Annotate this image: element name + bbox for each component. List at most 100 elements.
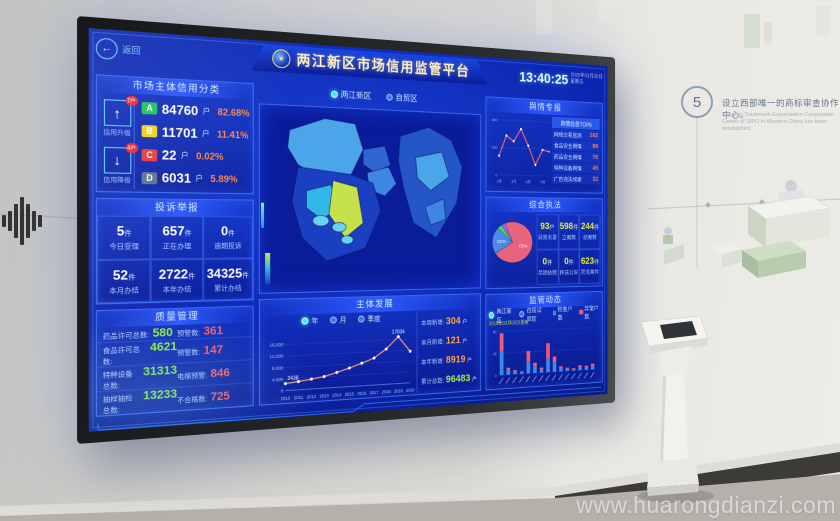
svg-text:8,000: 8,000 bbox=[272, 365, 284, 371]
stat-cell: 5件 今日受理 bbox=[97, 216, 151, 260]
wall-skyline-graphic bbox=[536, 0, 830, 48]
svg-text:0: 0 bbox=[495, 373, 497, 378]
svg-text:72%: 72% bbox=[518, 243, 527, 248]
stat-cell: 52件 本月办结 bbox=[97, 259, 151, 304]
enforcement-pie-chart: 72% 21% bbox=[488, 213, 537, 270]
back-button[interactable]: ← 返回 bbox=[96, 37, 141, 61]
svg-text:2020: 2020 bbox=[406, 388, 415, 393]
stat-cell: 598件 立案数 bbox=[558, 214, 579, 249]
grade-unit: 户 bbox=[195, 174, 203, 185]
list-item[interactable]: 特种设备舆情 45 bbox=[552, 162, 599, 173]
credit-grade-row: A 84760 户 82.68% bbox=[142, 100, 250, 120]
svg-text:2438: 2438 bbox=[287, 376, 298, 383]
step-title-en: The only Trademark Examination Cooperati… bbox=[722, 112, 840, 133]
tab-label: 两江新区 bbox=[341, 89, 372, 102]
complaints-panel: 投诉举报 5件 今日受理 657件 正在办理 0件 逾期投诉 52件 本月办结 2722… bbox=[96, 198, 254, 305]
svg-text:25: 25 bbox=[493, 351, 497, 356]
map-region[interactable] bbox=[332, 222, 346, 232]
svg-text:0: 0 bbox=[281, 388, 284, 393]
map-color-legend bbox=[265, 253, 270, 284]
radio-dot-icon bbox=[330, 316, 337, 323]
gov-emblem-icon: ★ bbox=[272, 49, 290, 69]
stat-cell: 34325件 累计办结 bbox=[203, 258, 253, 301]
mode-tab-month[interactable]: 月 bbox=[330, 314, 346, 325]
sentiment-line-chart: 30015001月 3月 5月 7月 bbox=[489, 114, 550, 186]
grade-unit: 户 bbox=[203, 106, 211, 117]
back-arrow-icon: ← bbox=[96, 37, 118, 60]
grade-percent: 5.89% bbox=[210, 174, 237, 185]
stat-cell: 623件 罚没案件 bbox=[580, 249, 601, 284]
step-number-badge: 5 bbox=[681, 86, 713, 118]
stat-cell: 0件 逾期投诉 bbox=[203, 216, 253, 258]
grade-chip: B bbox=[142, 125, 158, 138]
downgrade-count-badge: 4户 bbox=[125, 143, 137, 153]
mode-tab-year[interactable]: 年 bbox=[301, 315, 318, 326]
scroll-indicator[interactable] bbox=[261, 202, 264, 227]
svg-text:2018: 2018 bbox=[382, 389, 391, 394]
back-label: 返回 bbox=[122, 44, 140, 57]
svg-text:21%: 21% bbox=[497, 239, 506, 244]
svg-text:150: 150 bbox=[492, 145, 498, 150]
upgrade-label: 信用升级 bbox=[103, 127, 131, 138]
mode-tab-quarter[interactable]: 季度 bbox=[358, 313, 381, 324]
equalizer-icon bbox=[2, 197, 42, 245]
list-header: 舆情信息TOP5 bbox=[552, 117, 599, 130]
stat-cell: 2722件 本年办结 bbox=[151, 258, 203, 302]
svg-text:4,000: 4,000 bbox=[272, 377, 284, 383]
stat-cell: 0件 吊销执照 bbox=[537, 249, 559, 285]
list-item[interactable]: 网络交易监测 162 bbox=[552, 129, 599, 141]
svg-text:5月: 5月 bbox=[526, 179, 531, 184]
list-item[interactable]: 药品安全舆情 76 bbox=[552, 151, 599, 163]
radio-dot-icon bbox=[331, 91, 338, 98]
quality-panel: 质量管理 药品许可总数: 580 预警数: 361 食品许可总数: 4621 预警数:… bbox=[96, 306, 254, 417]
svg-text:2019: 2019 bbox=[394, 388, 403, 393]
tab-region-ftz[interactable]: 自贸区 bbox=[386, 92, 417, 105]
page-title-band: ★ 两江新区市场信用监管平台 bbox=[252, 43, 487, 85]
stat-row: 本周新增: 304 户 bbox=[421, 316, 477, 329]
grade-unit: 户 bbox=[181, 150, 189, 161]
svg-text:2016: 2016 bbox=[357, 391, 367, 397]
timeline-marker bbox=[705, 202, 711, 208]
grade-percent: 0.02% bbox=[196, 151, 223, 162]
panel-title: 综合执法 bbox=[486, 197, 602, 212]
weekday-display: 星期五 bbox=[571, 79, 603, 87]
svg-text:17034: 17034 bbox=[392, 330, 405, 336]
stat-row: 本年新增: 8919 户 bbox=[421, 354, 477, 368]
supervision-panel: 监管动态 两江新区 自贸试验区 检查户数 异常户数 2019年03月02日更新 … bbox=[485, 291, 602, 391]
stat-row: 累计总数: 96483 户 bbox=[421, 373, 477, 387]
svg-text:3月: 3月 bbox=[511, 179, 516, 184]
svg-text:2012: 2012 bbox=[307, 394, 317, 400]
time-display: 13:40:25 bbox=[519, 69, 568, 88]
upgrade-count-badge: 7户 bbox=[125, 96, 137, 106]
stat-cell: 93户 异常名录 bbox=[537, 214, 559, 250]
credit-upgrade-indicator: ↑ 7户 信用升级 bbox=[103, 99, 131, 138]
svg-text:2015: 2015 bbox=[345, 391, 355, 397]
svg-text:2017: 2017 bbox=[370, 390, 379, 396]
sentiment-top-list: 舆情信息TOP5 网络交易监测 162 食品安全舆情 98 药品安全舆情 76 特种设… bbox=[552, 117, 599, 191]
credit-grade-row: B 11701 户 11.41% bbox=[142, 124, 250, 143]
stat-row: 本月新增: 121 户 bbox=[421, 335, 477, 348]
grade-count: 22 bbox=[162, 148, 177, 164]
map-region[interactable] bbox=[313, 215, 329, 226]
enforcement-panel: 综合执法 72% 21% 93户 异常名录 598件 立案数 244件 结案数 0件 吊销… bbox=[485, 196, 602, 289]
timeline-marker bbox=[759, 199, 765, 205]
stat-cell: 244件 结案数 bbox=[580, 214, 601, 249]
clock: 13:40:25 2020年03月20日 星期五 bbox=[519, 69, 603, 90]
radio-dot-icon bbox=[301, 317, 308, 324]
entity-development-panel: 主体发展 年 月 季度 0 4,000 8,000 12,000 16,000 2010 2… bbox=[259, 293, 481, 406]
grade-unit: 户 bbox=[202, 128, 210, 139]
list-item[interactable]: 食品安全舆情 98 bbox=[552, 140, 599, 152]
panel-title: 投诉举报 bbox=[97, 199, 253, 217]
tab-region-liangjiang[interactable]: 两江新区 bbox=[331, 89, 371, 102]
svg-text:300: 300 bbox=[492, 117, 498, 122]
svg-text:1月: 1月 bbox=[497, 179, 502, 184]
isometric-figure-illustration bbox=[652, 227, 684, 265]
grade-count: 6031 bbox=[162, 171, 191, 187]
wall-display: ← 返回 ★ 两江新区市场信用监管平台 13:40:25 2020年03月20日… bbox=[77, 16, 615, 444]
map-region[interactable] bbox=[341, 236, 353, 244]
svg-text:2010: 2010 bbox=[281, 396, 291, 402]
svg-text:12,000: 12,000 bbox=[269, 354, 283, 360]
list-item[interactable]: 广告违法线索 32 bbox=[552, 173, 599, 184]
photo-scene: 5 设立西部唯一的商标审查协作中心。 The only Trademark Ex… bbox=[0, 0, 840, 521]
credit-grade-row: D 6031 户 5.89% bbox=[142, 170, 250, 187]
